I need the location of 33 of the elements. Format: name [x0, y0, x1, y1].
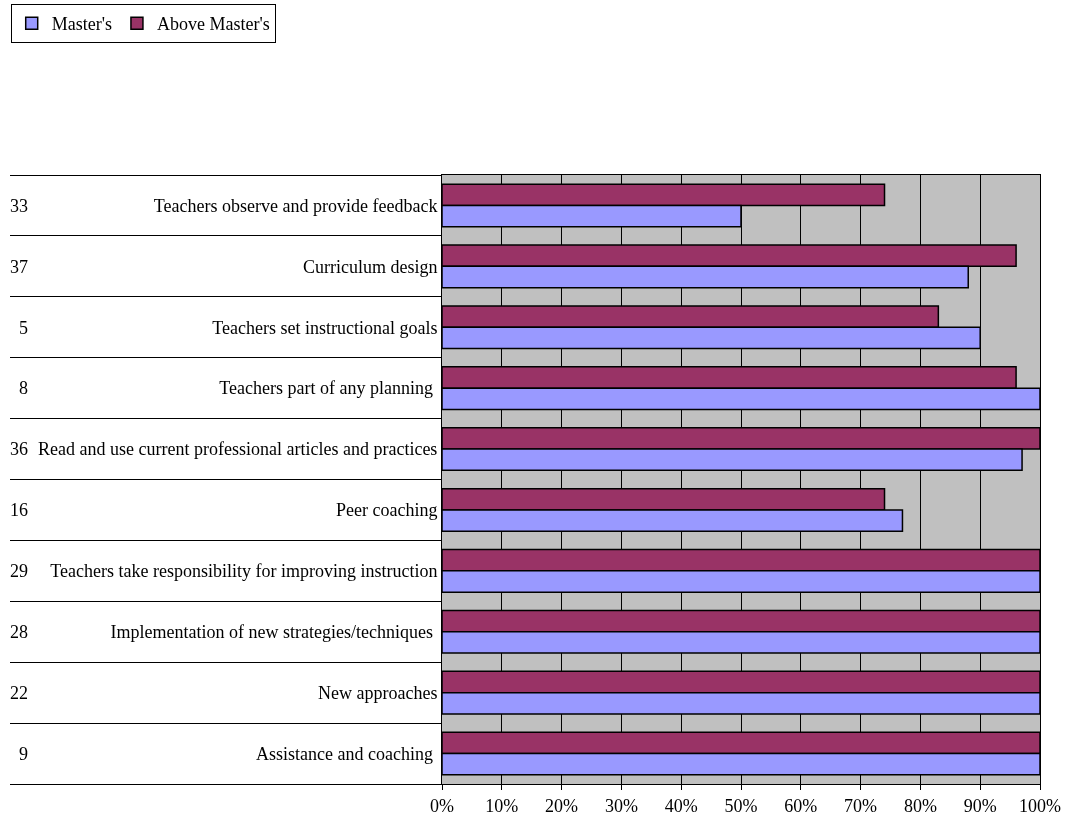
x-tick-label: 70%	[844, 795, 878, 816]
y2-tick-label: 29	[10, 561, 29, 582]
x-tick-label: 100%	[1019, 795, 1061, 816]
x-tick-label: 10%	[485, 795, 519, 816]
y-tick-label: Teachers set instructional goals	[212, 317, 438, 338]
x-tick-label: 50%	[724, 795, 758, 816]
y2-tick-label: 36	[10, 439, 29, 460]
x-tick-label: 40%	[664, 795, 698, 816]
x-tick-label: 80%	[903, 795, 937, 816]
y2-tick-label: 37	[10, 256, 29, 277]
y2-tick-label: 9	[19, 743, 29, 764]
x-tick-label: 0%	[430, 795, 454, 816]
legend-label: Above Master's	[156, 14, 270, 35]
legend-label: Master's	[51, 14, 112, 35]
y-tick-label: New approaches	[317, 682, 438, 703]
y-tick-label: Read and use current professional articles and practices	[38, 439, 438, 460]
x-tick-label: 30%	[604, 795, 638, 816]
y2-tick-label: 16	[10, 500, 29, 521]
x-tick-label: 20%	[545, 795, 579, 816]
y-tick-label: Curriculum design	[302, 256, 438, 277]
y-tick-label: Teachers observe and provide feedback	[153, 195, 438, 216]
y2-tick-label: 5	[19, 317, 29, 338]
y-tick-label: Teachers take responsibility for improving instruction	[50, 561, 438, 582]
y-tick-label: Assistance and coaching	[255, 743, 438, 764]
y2-tick-label: 33	[10, 195, 29, 216]
y2-tick-label: 22	[10, 682, 29, 703]
x-tick-label: 90%	[963, 795, 997, 816]
y-tick-label: Teachers part of any planning	[219, 378, 438, 399]
x-tick-label: 60%	[784, 795, 818, 816]
y2-tick-label: 8	[19, 378, 29, 399]
y-tick-label: Implementation of new strategies/techniques	[110, 622, 438, 643]
y2-tick-label: 28	[10, 622, 29, 643]
y-tick-label: Peer coaching	[335, 500, 438, 521]
